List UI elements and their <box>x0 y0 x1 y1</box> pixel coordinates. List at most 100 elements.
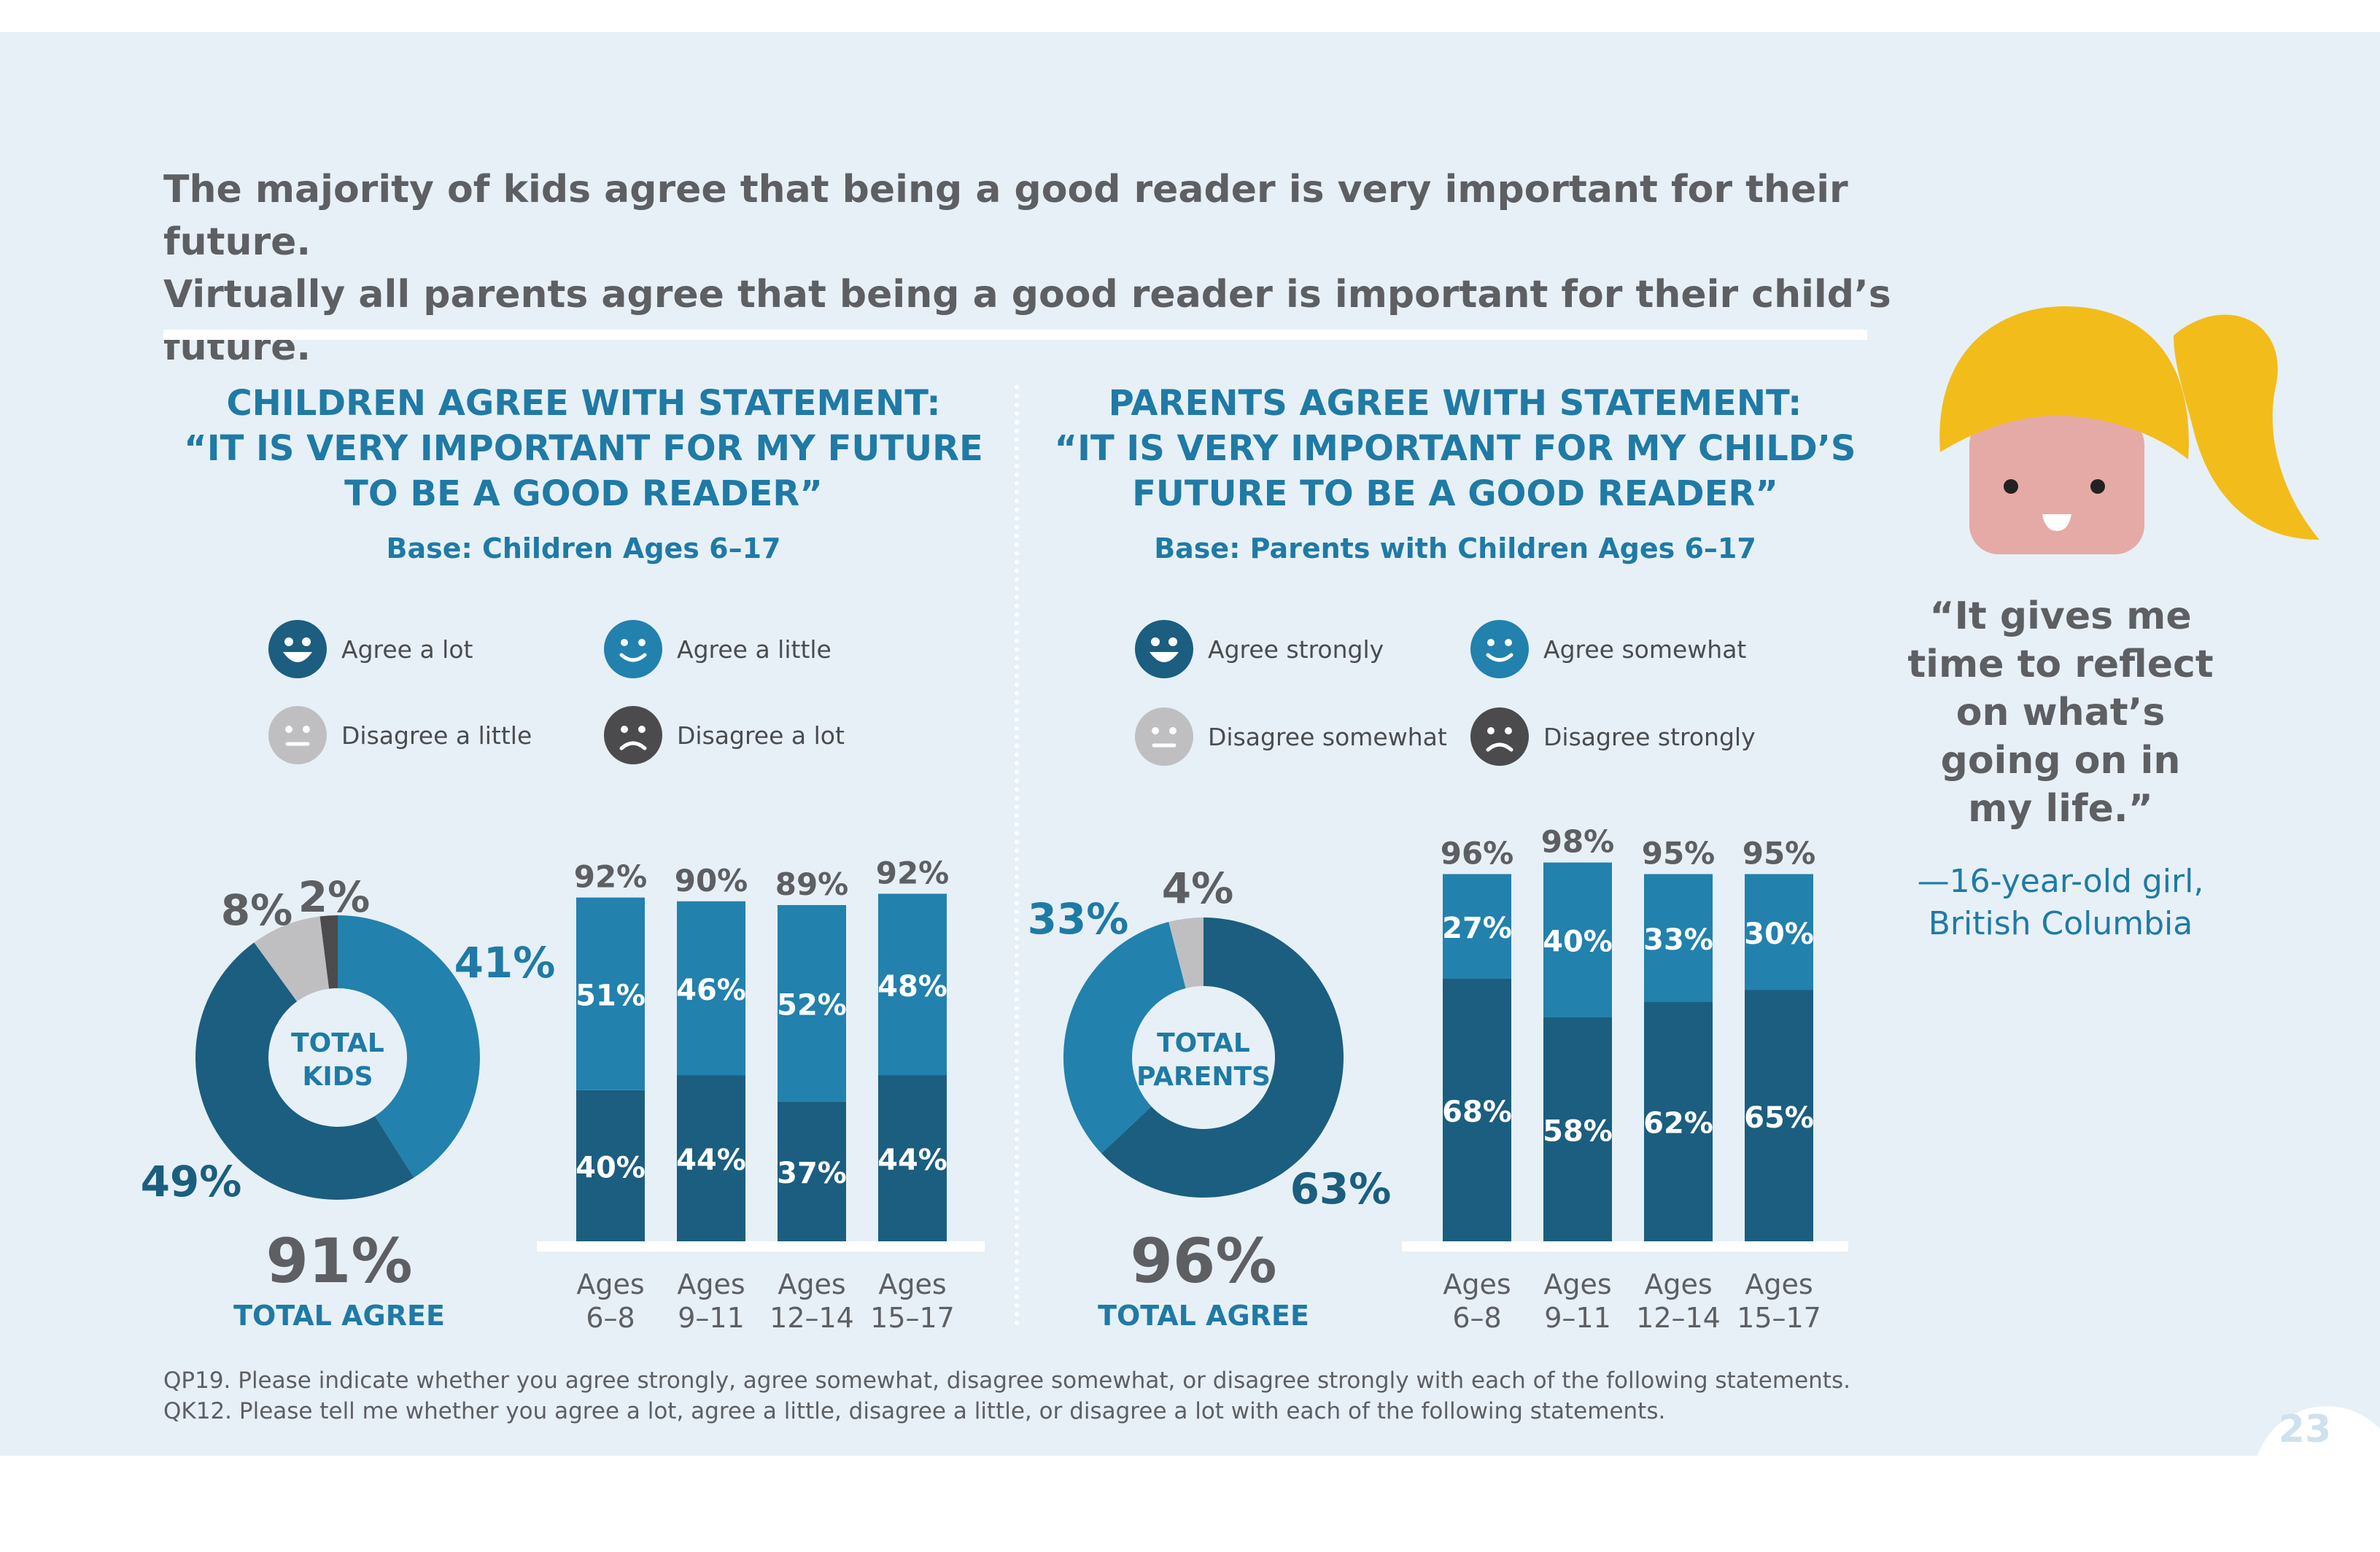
bar-total-label: 95% <box>1642 836 1716 872</box>
donut-label: 41% <box>454 938 556 988</box>
quote-line: time to reflect <box>1907 643 2214 686</box>
big-smile-face-icon <box>268 620 327 678</box>
headline: The majority of kids agree that being a … <box>163 163 1929 373</box>
bar-segment-agree-a-little <box>878 893 947 1076</box>
neutral-face-icon <box>268 706 327 764</box>
bar-value-label: 52% <box>777 989 847 1023</box>
donut-slice-disagree-somewhat <box>1168 917 1203 989</box>
category-label: Ages <box>878 1268 946 1300</box>
quote-line: going on in <box>1940 739 2181 783</box>
quote-line: my life.” <box>1968 787 2153 831</box>
donut-center-label: KIDS <box>302 1062 373 1092</box>
bar-segment-agree-a-lot <box>878 1075 947 1241</box>
donut-slice-agree-somewhat <box>1063 922 1186 1154</box>
legend-label: Disagree a little <box>341 721 532 750</box>
bar-value-label: 65% <box>1744 1101 1814 1135</box>
hair <box>1939 306 2189 459</box>
children-base: Base: Children Ages 6–17 <box>386 532 781 564</box>
legend-disagree-a-little: Disagree a little <box>268 706 532 764</box>
bar-baseline <box>537 1241 985 1252</box>
bar-segment-agree-a-little <box>576 897 645 1090</box>
parents-total-label: TOTAL AGREE <box>1098 1300 1309 1332</box>
legend-label: Disagree somewhat <box>1208 722 1447 751</box>
bar-segment-agree-a-lot <box>778 1101 846 1241</box>
bar-segment-agree-somewhat <box>1644 874 1713 1002</box>
category-label: 12–14 <box>1636 1302 1721 1334</box>
bar-segment-agree-strongly <box>1644 1001 1713 1241</box>
category-label: Ages <box>1443 1268 1511 1300</box>
donut-label: 4% <box>1162 864 1233 913</box>
bar-segment-agree-somewhat <box>1443 874 1511 979</box>
legend-label: Agree somewhat <box>1543 635 1747 664</box>
donut-center-label: TOTAL <box>291 1028 384 1058</box>
category-label: Ages <box>576 1268 644 1300</box>
footnotes: QP19. Please indicate whether you agree … <box>163 1365 1850 1427</box>
legend-label: Agree a little <box>677 635 832 664</box>
face <box>1969 416 2144 554</box>
legend-label: Agree a lot <box>341 635 473 664</box>
frown-face-icon <box>604 706 662 764</box>
quote-attribution: —16-year-old girl, British Columbia <box>1889 861 2232 945</box>
attribution-line: British Columbia <box>1928 905 2193 942</box>
category-label: 9–11 <box>1544 1302 1611 1334</box>
bar-segment-agree-somewhat <box>1745 874 1813 990</box>
legend-label: Disagree a lot <box>677 721 845 750</box>
smile-face-icon <box>1470 620 1529 678</box>
bar-total-label: 92% <box>876 855 950 891</box>
bar-value-label: 62% <box>1643 1107 1713 1141</box>
donut-center-label: PARENTS <box>1136 1062 1271 1092</box>
divider-rule <box>163 330 1867 340</box>
bar-value-label: 58% <box>1543 1114 1613 1148</box>
quote: “It gives me time to reflect on what’s g… <box>1889 592 2232 833</box>
category-label: Ages <box>677 1268 745 1300</box>
quote-line: “It gives me <box>1929 594 2192 638</box>
parents-title-line-2: “IT IS VERY IMPORTANT FOR MY CHILD’S <box>1054 428 1856 469</box>
bar-total-label: 98% <box>1541 824 1615 860</box>
bar-segment-agree-a-little <box>677 901 745 1076</box>
bar-baseline <box>1402 1241 1848 1252</box>
headline-line-2: Virtually all parents agree that being a… <box>163 273 1891 369</box>
left-eye <box>2004 479 2018 494</box>
children-total-value: 91% <box>265 1225 413 1297</box>
children-total-label: TOTAL AGREE <box>233 1300 445 1332</box>
parents-title-line-1: PARENTS AGREE WITH STATEMENT: <box>1108 383 1802 424</box>
donut-slice-agree-strongly <box>1101 917 1344 1198</box>
category-label: 12–14 <box>770 1302 854 1334</box>
girl-illustration <box>1939 306 2319 554</box>
bar-value-label: 44% <box>676 1144 746 1177</box>
mouth <box>2042 514 2071 531</box>
bar-value-label: 44% <box>877 1144 947 1177</box>
bar-segment-agree-strongly <box>1745 990 1813 1241</box>
bar-value-label: 48% <box>877 970 947 1004</box>
bar-segment-agree-a-lot <box>576 1090 645 1241</box>
bar-value-label: 46% <box>676 974 746 1007</box>
children-title-line-1: CHILDREN AGREE WITH STATEMENT: <box>226 383 941 424</box>
attribution-line: —16-year-old girl, <box>1917 863 2204 900</box>
neutral-face-icon <box>1135 707 1193 766</box>
parents-section-title: PARENTS AGREE WITH STATEMENT: “IT IS VER… <box>1036 381 1875 516</box>
charts-canvas: 49%41%8% 2%TOTALKIDS40%51%92%Ages6–844%46… <box>141 824 1848 1334</box>
bar-value-label: 68% <box>1442 1095 1512 1129</box>
page-number: 23 <box>2278 1408 2332 1451</box>
bar-value-label: 40% <box>1543 926 1613 959</box>
category-label: Ages <box>1543 1268 1611 1300</box>
legend-agree-strongly: Agree strongly <box>1135 620 1384 678</box>
section-divider <box>1015 385 1019 1326</box>
footnote-qp19: QP19. Please indicate whether you agree … <box>163 1367 1850 1394</box>
frown-face-icon <box>1470 707 1529 766</box>
donut-slice-agree-a-lot <box>195 942 414 1200</box>
donut-label: 33% <box>1028 894 1129 944</box>
bar-value-label: 27% <box>1442 912 1512 945</box>
bar-segment-agree-a-lot <box>677 1075 745 1241</box>
donut-label: 63% <box>1290 1164 1392 1214</box>
legend-label: Agree strongly <box>1208 635 1384 664</box>
bar-value-label: 30% <box>1744 917 1814 951</box>
legend-label: Disagree strongly <box>1543 722 1756 751</box>
legend-disagree-somewhat: Disagree somewhat <box>1135 707 1447 766</box>
quote-line: on what’s <box>1955 691 2166 734</box>
children-title-line-2: “IT IS VERY IMPORTANT FOR MY FUTURE <box>184 428 983 469</box>
bar-value-label: 51% <box>575 979 646 1013</box>
children-title-line-3: TO BE A GOOD READER” <box>344 473 823 514</box>
bar-segment-agree-a-little <box>778 904 846 1102</box>
ponytail <box>2174 314 2319 540</box>
